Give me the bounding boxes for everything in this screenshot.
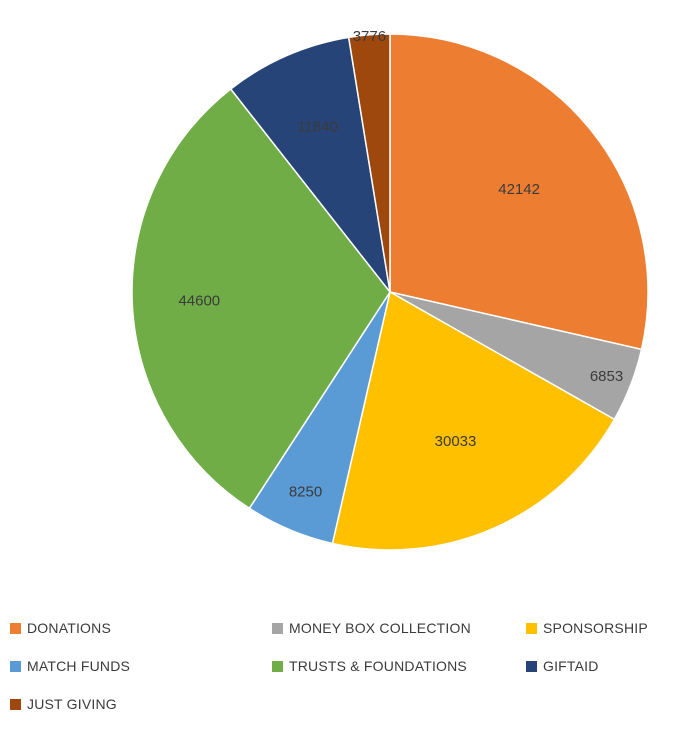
- legend-label-match-funds: MATCH FUNDS: [27, 658, 131, 674]
- legend-item-trusts-foundations: TRUSTS & FOUNDATIONS: [272, 658, 467, 674]
- legend-label-sponsorship: SPONSORSHIP: [543, 620, 648, 636]
- data-label-just-giving: 3776: [353, 28, 386, 45]
- data-label-money-box-collection: 6853: [590, 368, 623, 385]
- legend-row: MATCH FUNDS TRUSTS & FOUNDATIONS GIFTAID: [10, 658, 670, 678]
- pie-slice-giftaid: [229, 36, 391, 293]
- legend-item-sponsorship: SPONSORSHIP: [526, 620, 648, 636]
- legend-item-donations: DONATIONS: [10, 620, 111, 636]
- legend-swatch-match-funds: [10, 660, 21, 672]
- legend-swatch-trusts-foundations: [272, 660, 283, 672]
- legend-swatch-sponsorship: [526, 622, 537, 634]
- legend-label-donations: DONATIONS: [27, 620, 111, 636]
- data-label-giftaid: 11840: [297, 119, 338, 136]
- pie-slice-just-giving: [347, 33, 391, 293]
- data-label-sponsorship: 30033: [435, 433, 477, 450]
- legend-item-money-box-collection: MONEY BOX COLLECTION: [272, 620, 471, 636]
- data-label-trusts-foundations: 44600: [178, 293, 220, 310]
- pie-slice-trusts-foundations: [131, 87, 391, 510]
- pie-chart-plot: 42142 6853 30033 8250 44600 11840 3776: [131, 28, 649, 551]
- legend-item-just-giving: JUST GIVING: [10, 696, 117, 712]
- legend-swatch-just-giving: [10, 698, 21, 710]
- legend-item-giftaid: GIFTAID: [526, 658, 599, 674]
- legend-label-just-giving: JUST GIVING: [27, 696, 117, 712]
- legend-label-money-box-collection: MONEY BOX COLLECTION: [289, 620, 471, 636]
- legend-row: JUST GIVING: [10, 696, 670, 716]
- legend-swatch-money-box-collection: [272, 622, 283, 634]
- data-label-donations: 42142: [498, 181, 540, 198]
- legend-label-trusts-foundations: TRUSTS & FOUNDATIONS: [289, 658, 467, 674]
- pie-slice-sponsorship: [331, 290, 616, 551]
- legend-swatch-giftaid: [526, 660, 537, 672]
- legend-label-giftaid: GIFTAID: [543, 658, 599, 674]
- pie-slice-donations: [389, 33, 649, 351]
- legend-swatch-donations: [10, 622, 21, 634]
- legend-item-match-funds: MATCH FUNDS: [10, 658, 130, 674]
- legend-row: DONATIONS MONEY BOX COLLECTION SPONSORSH…: [10, 620, 670, 640]
- data-label-match-funds: 8250: [289, 484, 322, 501]
